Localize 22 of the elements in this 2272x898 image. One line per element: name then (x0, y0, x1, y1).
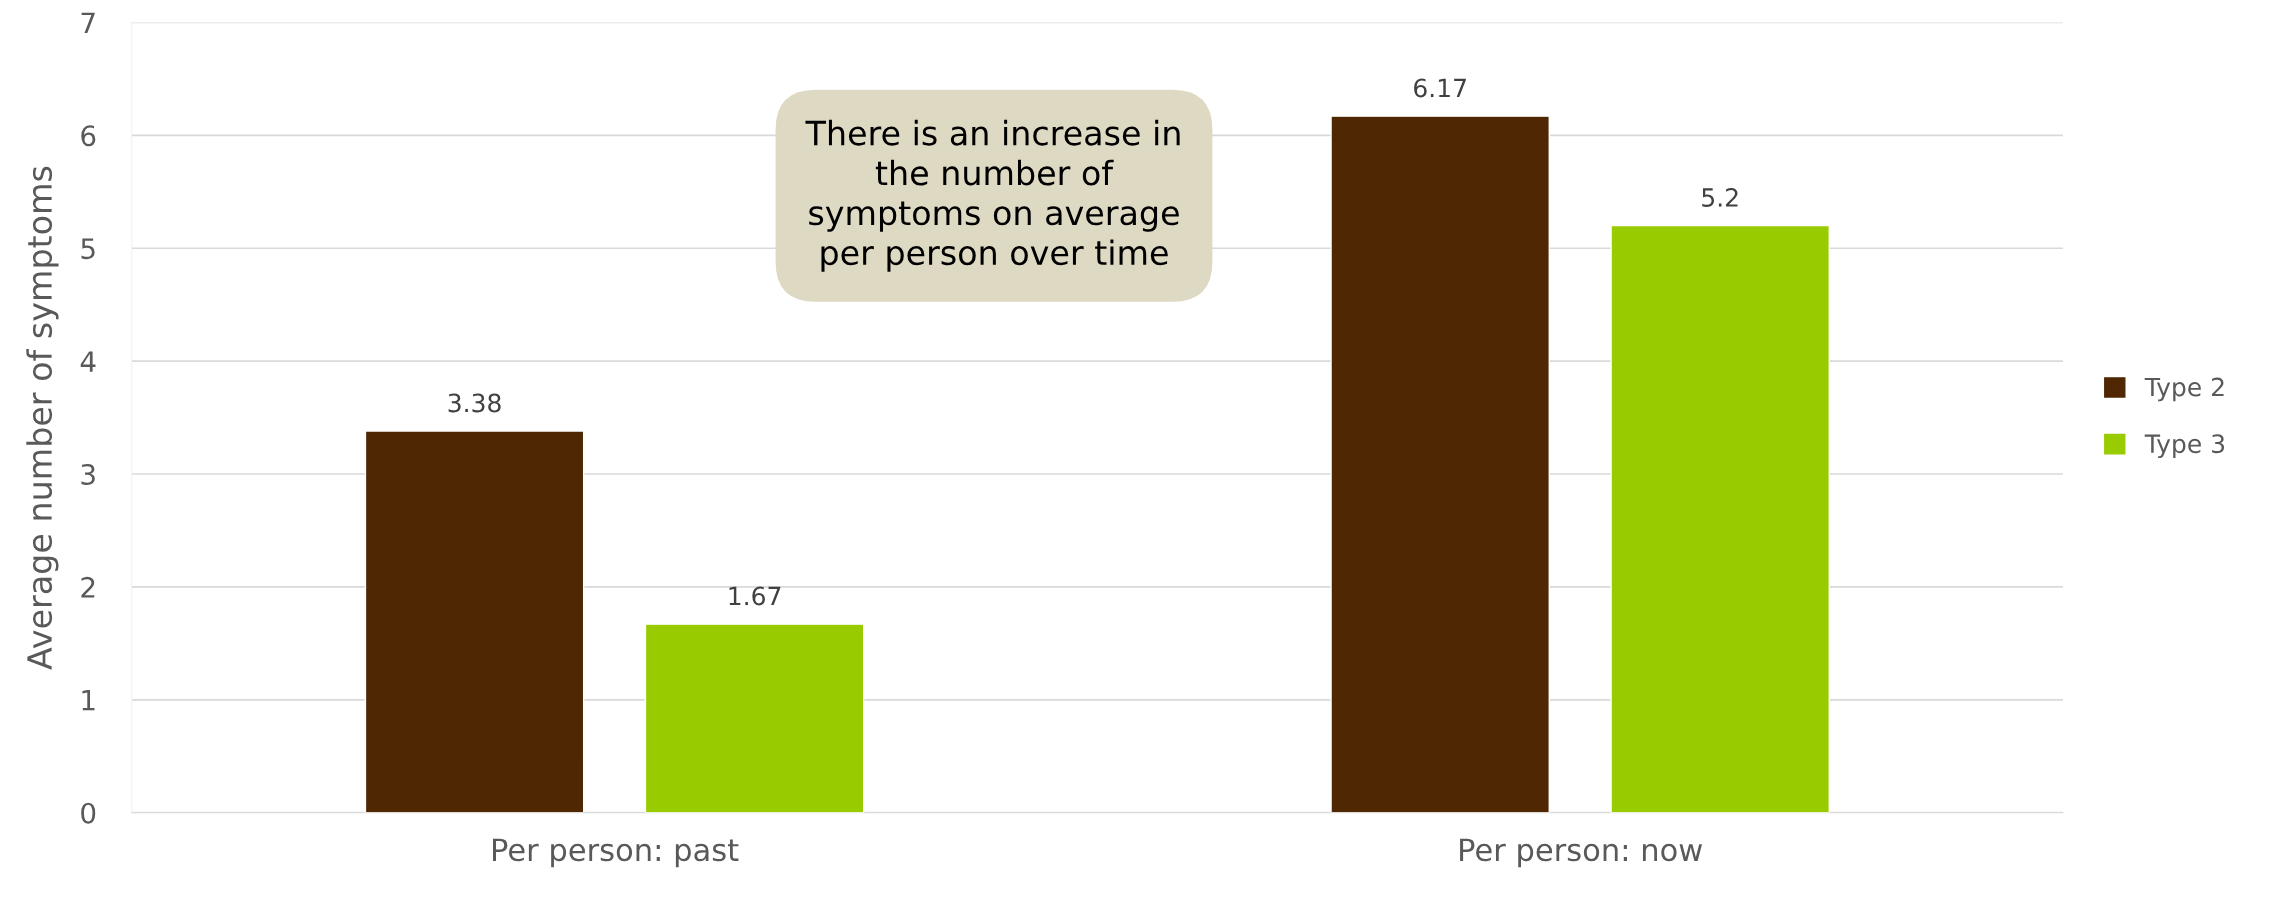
x-tick-label: Per person: past (493, 838, 739, 868)
data-label: 5.2 (1702, 188, 1738, 207)
data-label: 6.17 (1414, 78, 1466, 98)
y-tick-label: 2 (81, 576, 95, 598)
data-label: 1.67 (729, 586, 781, 606)
y-tick-label: 5 (81, 238, 95, 260)
bar (364, 430, 585, 813)
legend-label: Type 3 (2144, 434, 2225, 459)
y-tick-label: 3 (81, 463, 95, 485)
bar (644, 623, 865, 813)
bar (1610, 224, 1830, 813)
legend-label: Type 2 (2144, 377, 2224, 402)
data-label: 3.38 (448, 393, 501, 413)
y-tick-label: 7 (81, 12, 95, 33)
y-tick-label: 4 (80, 351, 96, 372)
y-tick-label: 1 (82, 690, 95, 711)
y-axis-title: Average number of symptoms (26, 166, 59, 670)
y-tick-label: 0 (81, 802, 96, 824)
y-tick-label: 6 (81, 125, 96, 147)
annotation: There is an increase in the number of symptoms on average per person over time (805, 119, 1180, 272)
bar (1330, 115, 1550, 813)
x-tick-label: Per person: now (1460, 838, 1702, 868)
